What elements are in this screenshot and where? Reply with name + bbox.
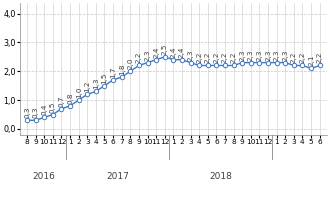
Text: 2,2: 2,2 xyxy=(299,52,306,63)
Text: 2,5: 2,5 xyxy=(162,43,168,55)
Text: 2018: 2018 xyxy=(209,172,232,181)
Text: 1,7: 1,7 xyxy=(110,66,116,78)
Text: 2,2: 2,2 xyxy=(317,52,323,63)
Text: 2,3: 2,3 xyxy=(187,49,194,61)
Text: 2,2: 2,2 xyxy=(291,52,297,63)
Text: 2,2: 2,2 xyxy=(231,52,237,63)
Text: 1,3: 1,3 xyxy=(93,78,99,89)
Text: 2,4: 2,4 xyxy=(170,46,176,58)
Text: 1,0: 1,0 xyxy=(76,86,82,98)
Text: 0,3: 0,3 xyxy=(24,107,30,118)
Text: 0,8: 0,8 xyxy=(67,92,73,104)
Text: 2,2: 2,2 xyxy=(136,52,142,63)
Text: 2,3: 2,3 xyxy=(145,49,150,61)
Text: 1,8: 1,8 xyxy=(119,63,125,75)
Text: 2016: 2016 xyxy=(33,172,56,181)
Text: 2017: 2017 xyxy=(106,172,129,181)
Text: 2,4: 2,4 xyxy=(179,46,185,58)
Text: 2,2: 2,2 xyxy=(214,52,219,63)
Text: 1,5: 1,5 xyxy=(102,72,108,84)
Text: 0,3: 0,3 xyxy=(33,107,39,118)
Text: 0,5: 0,5 xyxy=(50,101,56,113)
Text: 2,3: 2,3 xyxy=(274,49,280,61)
Text: 2,4: 2,4 xyxy=(153,46,159,58)
Text: 2,3: 2,3 xyxy=(265,49,271,61)
Text: 2,2: 2,2 xyxy=(222,52,228,63)
Text: 2,3: 2,3 xyxy=(248,49,254,61)
Text: 0,4: 0,4 xyxy=(41,104,47,115)
Text: 2,3: 2,3 xyxy=(282,49,288,61)
Text: 2,2: 2,2 xyxy=(205,52,211,63)
Text: 2,3: 2,3 xyxy=(239,49,245,61)
Text: 0,7: 0,7 xyxy=(58,95,64,107)
Text: 2,3: 2,3 xyxy=(256,49,262,61)
Text: 2,1: 2,1 xyxy=(308,55,314,66)
Text: 1,2: 1,2 xyxy=(84,81,90,92)
Text: 2,0: 2,0 xyxy=(127,58,133,69)
Text: 2,2: 2,2 xyxy=(196,52,202,63)
